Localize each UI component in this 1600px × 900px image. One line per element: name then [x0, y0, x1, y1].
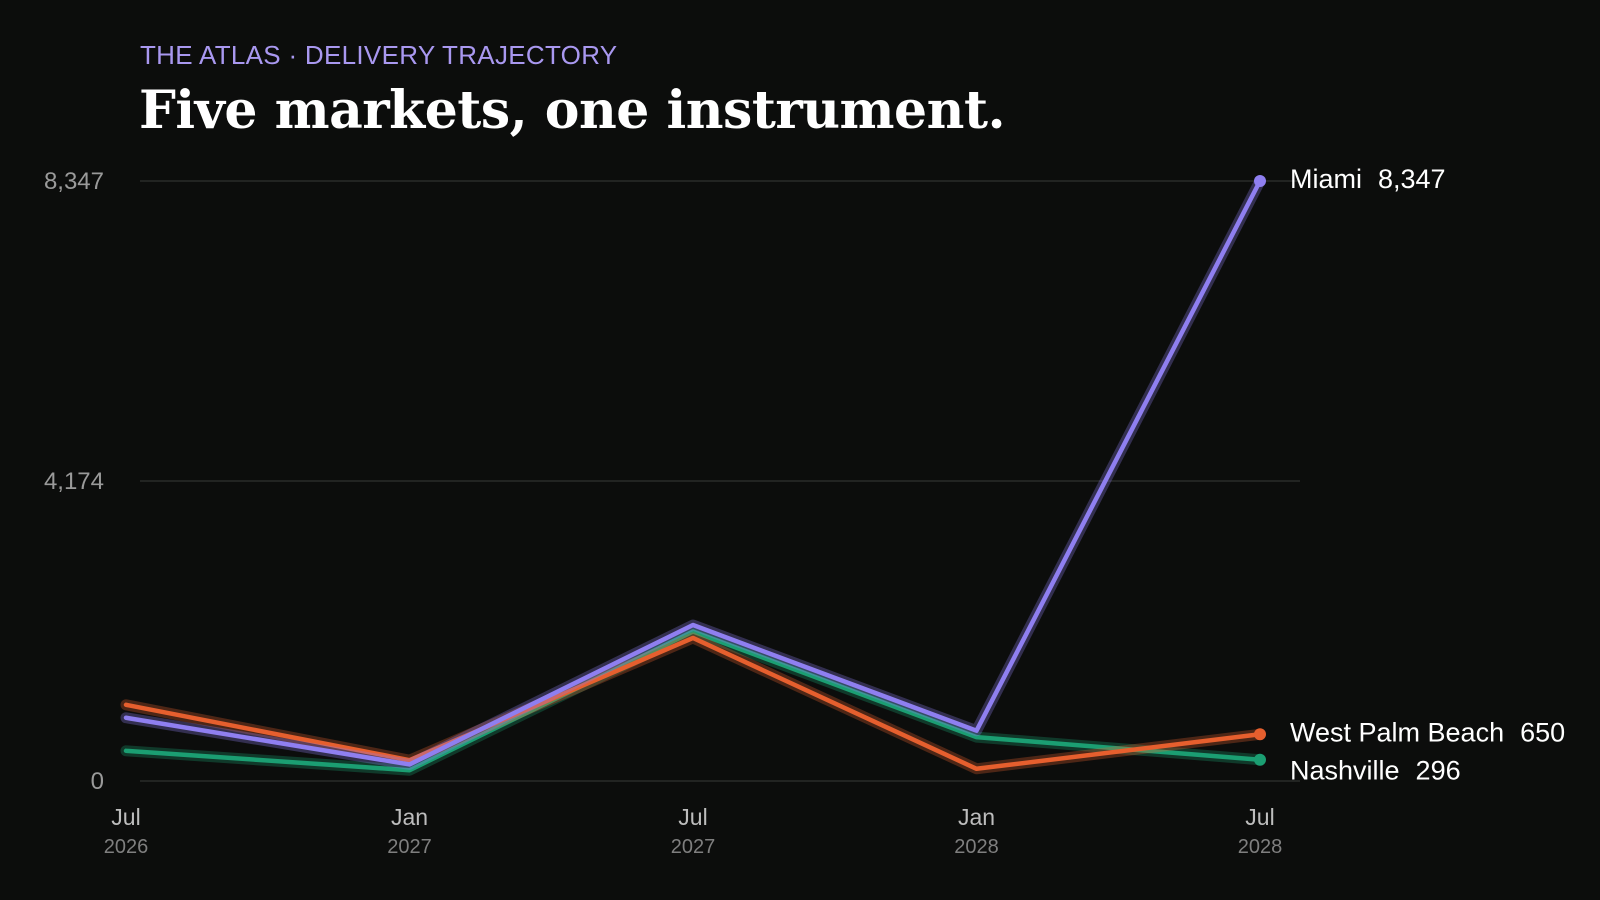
chart-kicker: THE ATLAS · DELIVERY TRAJECTORY — [140, 40, 618, 70]
x-tick-month-label: Jul — [1245, 804, 1274, 830]
x-tick-year-label: 2027 — [671, 836, 716, 858]
chart-headline: Five markets, one instrument. — [139, 80, 1006, 141]
gridlines — [140, 180, 1300, 782]
end-labels: Miami 8,347 West Palm Beach 650 Nashville 296 — [1254, 164, 1565, 785]
x-tick-month-label: Jul — [111, 804, 140, 830]
series-end-value: 296 — [1416, 755, 1461, 785]
x-tick-year-label: 2028 — [954, 836, 999, 858]
x-axis: Jul 2026 Jan 2027 Jul 2027 Jan 2028 Jul 2028 — [104, 804, 1283, 858]
series-name: West Palm Beach — [1290, 717, 1504, 747]
y-tick-label: 4,174 — [44, 468, 104, 495]
series-lines — [120, 175, 1266, 776]
series-line-miami — [123, 178, 1263, 767]
series-glow-miami — [120, 175, 1266, 770]
x-tick-month-label: Jan — [391, 804, 428, 830]
series-end-value: 650 — [1520, 717, 1565, 747]
y-tick-label: 8,347 — [44, 168, 104, 195]
x-tick-year-label: 2027 — [387, 836, 432, 858]
y-tick-label: 0 — [91, 768, 104, 795]
end-marker-miami — [1254, 175, 1266, 187]
end-marker-nashville — [1254, 753, 1266, 766]
x-tick-year-label: 2026 — [104, 836, 149, 858]
end-label-west-palm-beach: West Palm Beach 650 — [1290, 717, 1565, 747]
end-label-nashville: Nashville 296 — [1290, 755, 1461, 785]
series-line-nashville — [123, 629, 1263, 773]
series-line-west-palm-beach — [123, 635, 1263, 772]
series-name: Nashville — [1290, 755, 1400, 785]
x-tick-month-label: Jan — [958, 804, 995, 830]
end-label-miami: Miami 8,347 — [1290, 164, 1446, 194]
x-tick-year-label: 2028 — [1238, 836, 1283, 858]
y-axis: 0 4,174 8,347 — [44, 168, 104, 795]
end-marker-west-palm-beach — [1254, 728, 1266, 741]
series-name: Miami — [1290, 164, 1362, 194]
x-tick-month-label: Jul — [678, 804, 707, 830]
series-end-value: 8,347 — [1378, 164, 1446, 194]
